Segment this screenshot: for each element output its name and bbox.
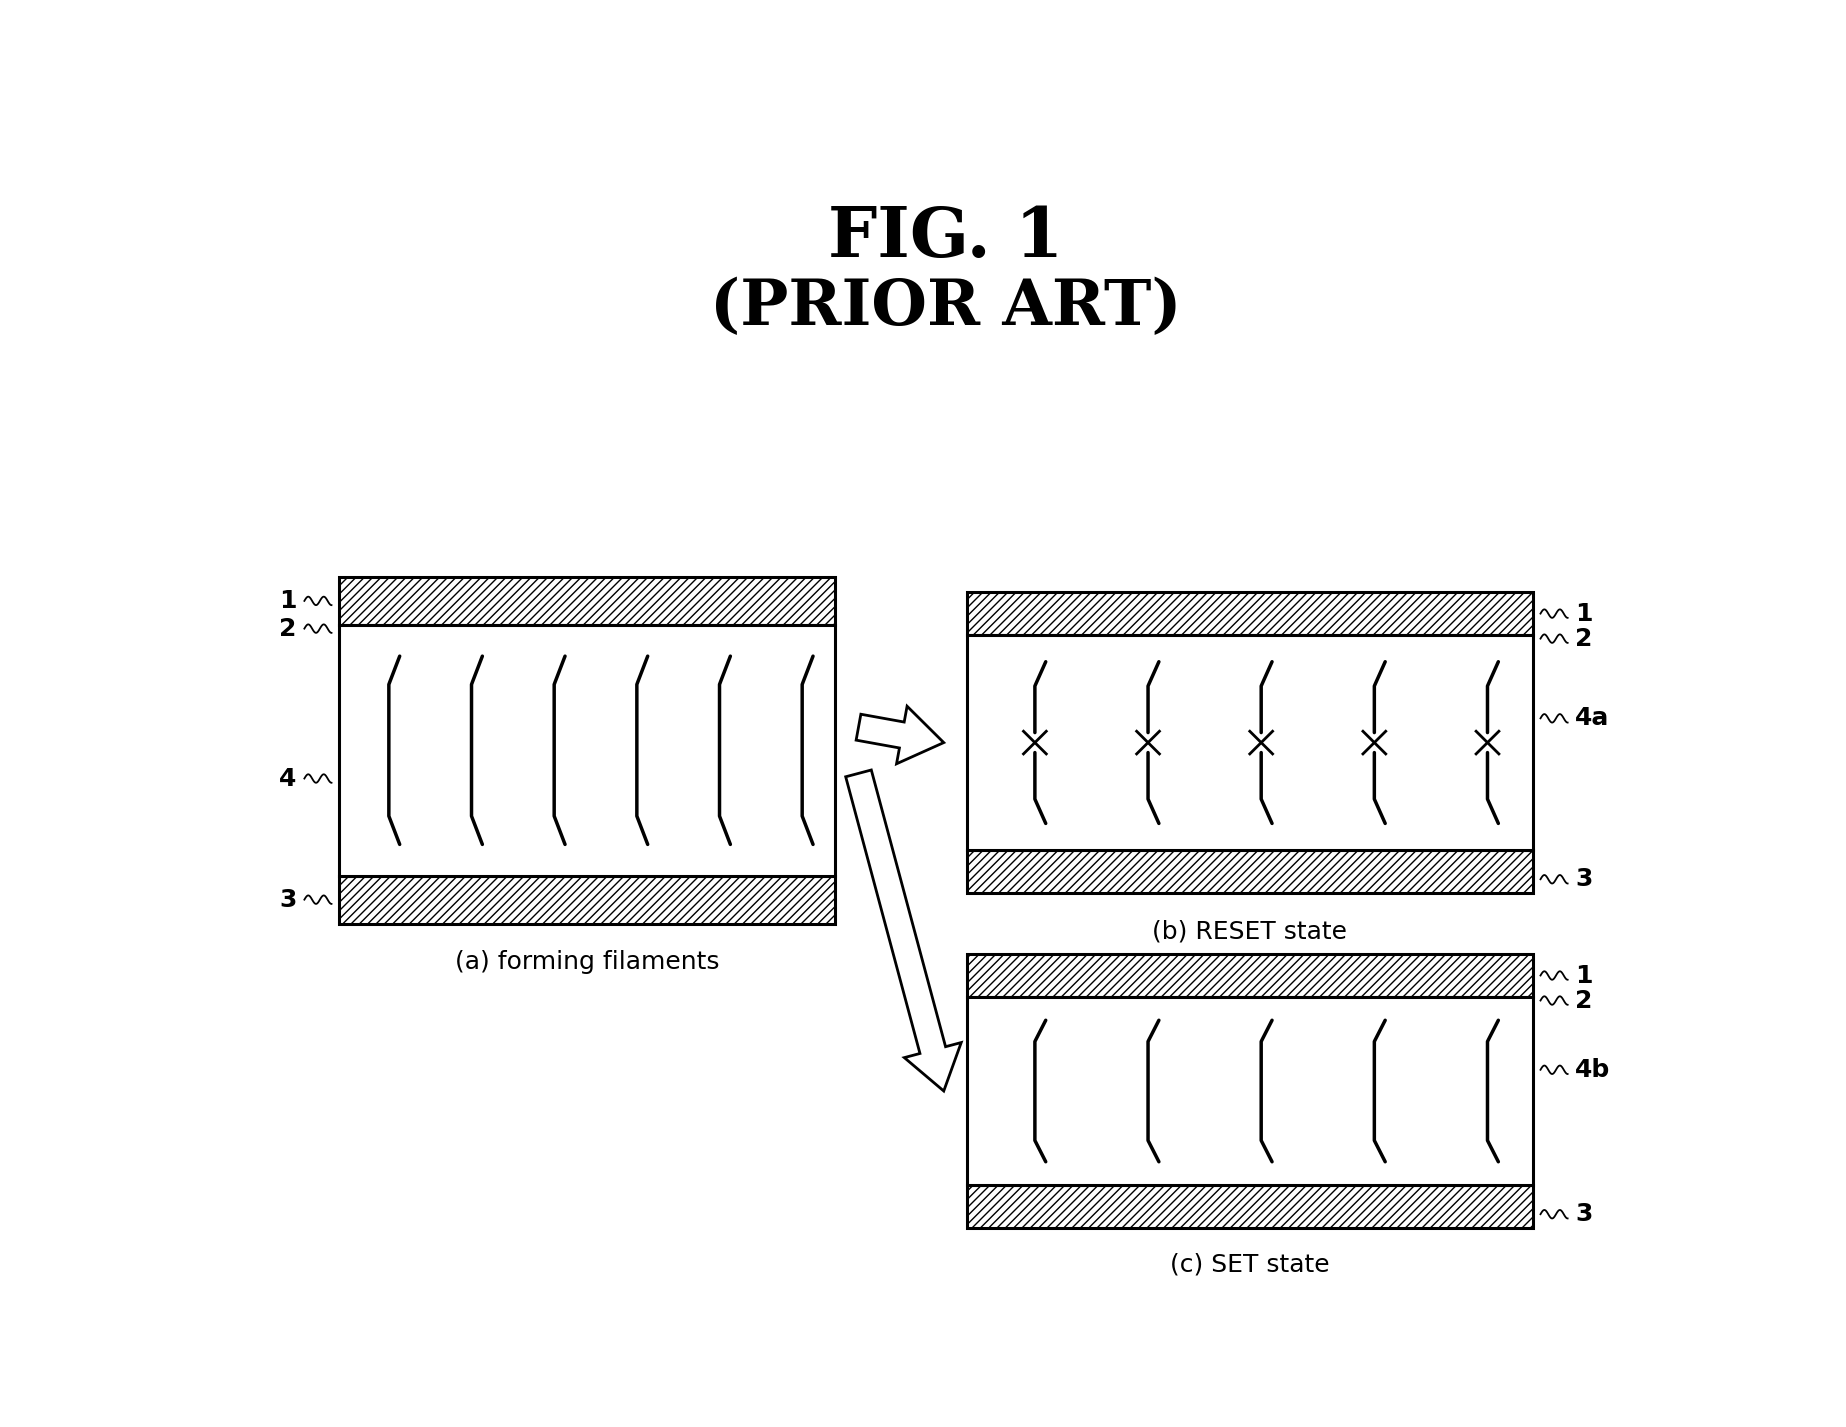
Bar bbox=[967, 850, 1532, 893]
Text: (b) RESET state: (b) RESET state bbox=[1152, 919, 1348, 943]
Text: 4: 4 bbox=[279, 766, 297, 791]
Text: 3: 3 bbox=[1575, 1202, 1593, 1226]
Bar bbox=[340, 577, 834, 625]
Polygon shape bbox=[857, 706, 943, 763]
Text: FIG. 1: FIG. 1 bbox=[829, 204, 1063, 271]
Bar bbox=[340, 876, 834, 923]
Text: 2: 2 bbox=[279, 616, 297, 641]
Text: 2: 2 bbox=[1575, 989, 1593, 1013]
Bar bbox=[967, 635, 1532, 850]
Bar bbox=[340, 625, 834, 876]
Polygon shape bbox=[845, 771, 962, 1092]
Text: (c) SET state: (c) SET state bbox=[1170, 1253, 1329, 1276]
Text: 3: 3 bbox=[279, 888, 297, 912]
Text: 1: 1 bbox=[1575, 602, 1593, 625]
Text: (PRIOR ART): (PRIOR ART) bbox=[711, 277, 1181, 338]
Text: 4a: 4a bbox=[1575, 706, 1610, 731]
Text: 1: 1 bbox=[1575, 963, 1593, 987]
Bar bbox=[967, 996, 1532, 1186]
Text: 1: 1 bbox=[279, 589, 297, 614]
Bar bbox=[967, 592, 1532, 635]
Text: 4b: 4b bbox=[1575, 1057, 1610, 1082]
Text: 2: 2 bbox=[1575, 626, 1593, 651]
Text: (a) forming filaments: (a) forming filaments bbox=[454, 950, 720, 975]
Bar bbox=[967, 955, 1532, 996]
Text: 3: 3 bbox=[1575, 868, 1593, 892]
Bar bbox=[967, 1186, 1532, 1227]
